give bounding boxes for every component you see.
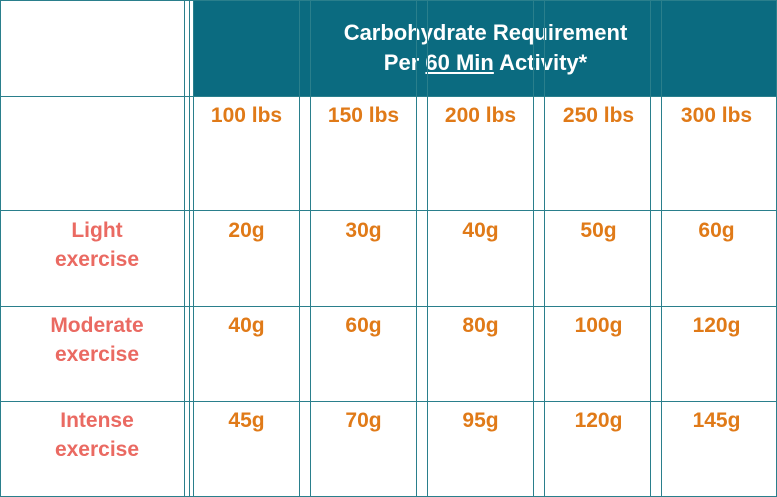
title-suffix: Activity* [494,50,587,75]
column-header-300: 300 lbs [658,103,775,129]
row-label-intense: Intense exercise [2,406,192,464]
table-cell: 145g [658,408,775,434]
table-cell: 95g [422,408,539,434]
table-cell: 30g [305,218,422,244]
row-label-moderate: Moderate exercise [2,311,192,369]
table-cell: 120g [540,408,657,434]
row-label-line: Moderate [2,311,192,340]
title-duration: 60 Min [425,50,493,75]
row-label-line: exercise [2,245,192,274]
grid-line [0,96,777,97]
table-title: Carbohydrate Requirement Per 60 Min Acti… [194,18,777,78]
column-header-150: 150 lbs [305,103,422,129]
row-label-light: Light exercise [2,216,192,274]
table-cell: 45g [188,408,305,434]
table-cell: 80g [422,313,539,339]
table-cell: 100g [540,313,657,339]
title-prefix: Per [384,50,426,75]
table-cell: 20g [188,218,305,244]
table-cell: 40g [188,313,305,339]
title-line-2: Per 60 Min Activity* [194,48,777,78]
table-cell: 40g [422,218,539,244]
column-header-200: 200 lbs [422,103,539,129]
grid-line [0,0,1,497]
grid-line [0,401,777,402]
table-cell: 70g [305,408,422,434]
row-label-line: Intense [2,406,192,435]
column-header-250: 250 lbs [540,103,657,129]
row-label-line: exercise [2,435,192,464]
grid-line [0,210,777,211]
title-line-1: Carbohydrate Requirement [194,18,777,48]
table-cell: 120g [658,313,775,339]
table-cell: 60g [305,313,422,339]
column-header-100: 100 lbs [188,103,305,129]
row-label-line: exercise [2,340,192,369]
table-cell: 50g [540,218,657,244]
grid-line [0,0,777,1]
grid-line [0,306,777,307]
table-cell: 60g [658,218,775,244]
row-label-line: Light [2,216,192,245]
